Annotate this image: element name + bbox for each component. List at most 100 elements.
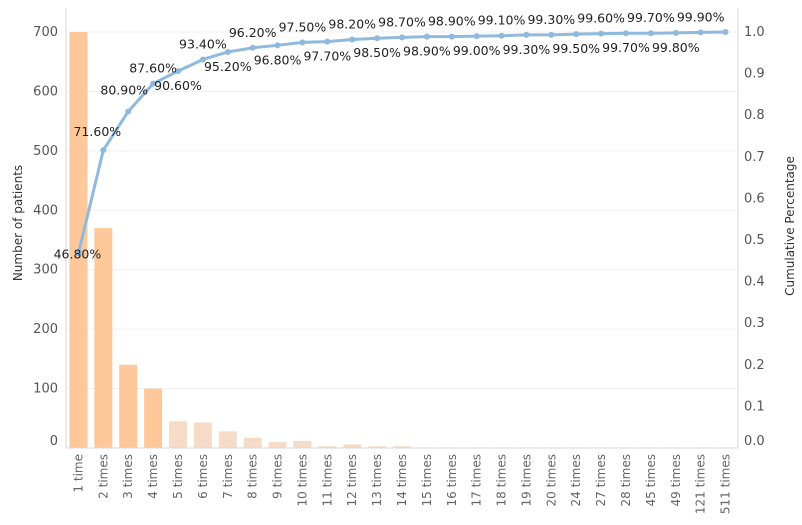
category-label: 12 times [345, 454, 359, 506]
percentage-label: 80.90% [100, 82, 148, 97]
bar [193, 422, 212, 448]
right-tick-label: 0.5 [744, 233, 765, 248]
bar [318, 446, 337, 448]
line-point [125, 108, 132, 115]
line-point [573, 31, 580, 38]
axes [65, 8, 739, 449]
right-tick-label: 0.6 [744, 191, 765, 206]
line-point [374, 35, 381, 42]
line-point [199, 56, 206, 63]
category-label: 18 times [495, 454, 509, 506]
category-label: 14 times [395, 454, 409, 506]
percentage-label: 71.60% [73, 124, 121, 139]
percentage-label: 97.50% [279, 19, 327, 34]
bar [119, 364, 138, 448]
percentage-label: 95.20% [204, 59, 252, 74]
category-label: 10 times [295, 454, 309, 506]
bar [368, 446, 387, 448]
line-point [672, 29, 679, 36]
category-label: 16 times [445, 454, 459, 506]
bar [268, 442, 287, 448]
line-point [100, 147, 107, 154]
category-labels: 1 time 2 times 3 times 4 times 5 times 6 time… [71, 454, 732, 514]
right-tick-label: 0.3 [744, 316, 765, 331]
right-tick-label: 0.9 [744, 67, 765, 82]
category-label: 3 times [121, 454, 135, 499]
right-tick-label: 0.7 [744, 150, 765, 165]
line-point [349, 36, 356, 43]
line-point [423, 33, 430, 40]
right-tick-label: 0.4 [744, 275, 765, 290]
right-tick-label: 0.2 [744, 358, 765, 373]
line-point [548, 31, 555, 38]
left-tick-label: 100 [33, 382, 58, 397]
percentage-label: 99.70% [602, 40, 650, 55]
line-point [623, 30, 629, 37]
right-tick-label: 1.0 [744, 25, 765, 40]
right-tick-label: 0.1 [744, 399, 765, 414]
percentage-label: 98.90% [403, 44, 451, 59]
percentage-label: 98.90% [428, 14, 476, 29]
bar [218, 431, 237, 448]
left-axis-ticks: 0 100 200 300 400 500 600 700 [33, 25, 58, 449]
category-label: 121 times [694, 454, 708, 514]
percentage-label: 99.00% [453, 43, 501, 58]
line-point [598, 30, 605, 37]
line-point [249, 44, 256, 51]
left-tick-label: 300 [33, 263, 58, 278]
category-label: 49 times [669, 454, 683, 506]
percentage-label: 87.60% [129, 61, 177, 76]
line-point [498, 32, 505, 39]
category-label: 13 times [370, 454, 384, 506]
category-label: 28 times [619, 454, 633, 506]
percentage-label: 93.40% [179, 36, 227, 51]
percentage-label: 98.50% [353, 45, 401, 60]
category-label: 6 times [196, 454, 210, 499]
category-label: 19 times [519, 454, 533, 506]
bar-series [69, 32, 735, 448]
line-point [523, 31, 530, 38]
category-label: 7 times [221, 454, 235, 499]
category-label: 2 times [96, 454, 110, 499]
line-point [647, 30, 654, 37]
left-tick-label: 700 [33, 25, 58, 40]
percentage-label: 99.30% [527, 12, 575, 27]
percentage-label: 96.20% [229, 25, 277, 40]
bar [343, 444, 362, 448]
right-tick-label: 0.0 [744, 434, 765, 449]
line-point [473, 33, 480, 40]
line-point [722, 29, 729, 35]
category-label: 24 times [569, 454, 583, 506]
percentage-label: 99.80% [652, 40, 700, 55]
percentage-label: 90.60% [154, 78, 202, 93]
line-point [399, 34, 405, 41]
percentage-label: 99.90% [677, 9, 725, 24]
line-point [75, 250, 82, 257]
percentage-label: 99.50% [552, 41, 600, 56]
bar [393, 446, 411, 448]
percentage-label: 98.70% [378, 14, 426, 29]
category-label: 27 times [594, 454, 608, 506]
percentage-labels: 46.80% 71.60% 80.90% 87.60% 90.60% 93.40% 95.2… [54, 9, 725, 261]
bar [94, 228, 113, 448]
category-label: 8 times [246, 454, 260, 499]
percentage-label: 46.80% [54, 246, 102, 261]
percentage-label: 97.70% [303, 49, 351, 64]
category-label: 511 times [719, 454, 733, 514]
category-label: 4 times [146, 454, 160, 499]
right-axis-title: Cumulative Percentage [783, 156, 797, 296]
line-point [150, 80, 157, 87]
category-label: 9 times [271, 454, 285, 499]
category-label: 11 times [320, 454, 334, 506]
gridlines [66, 31, 738, 449]
line-point [224, 48, 231, 55]
category-label: 15 times [420, 454, 434, 506]
line-point [697, 29, 704, 36]
bar [69, 32, 88, 448]
category-label: 5 times [171, 454, 185, 499]
category-label: 20 times [544, 454, 558, 506]
left-tick-label: 0 [50, 434, 58, 449]
line-point [324, 38, 331, 45]
line-point [274, 42, 281, 49]
